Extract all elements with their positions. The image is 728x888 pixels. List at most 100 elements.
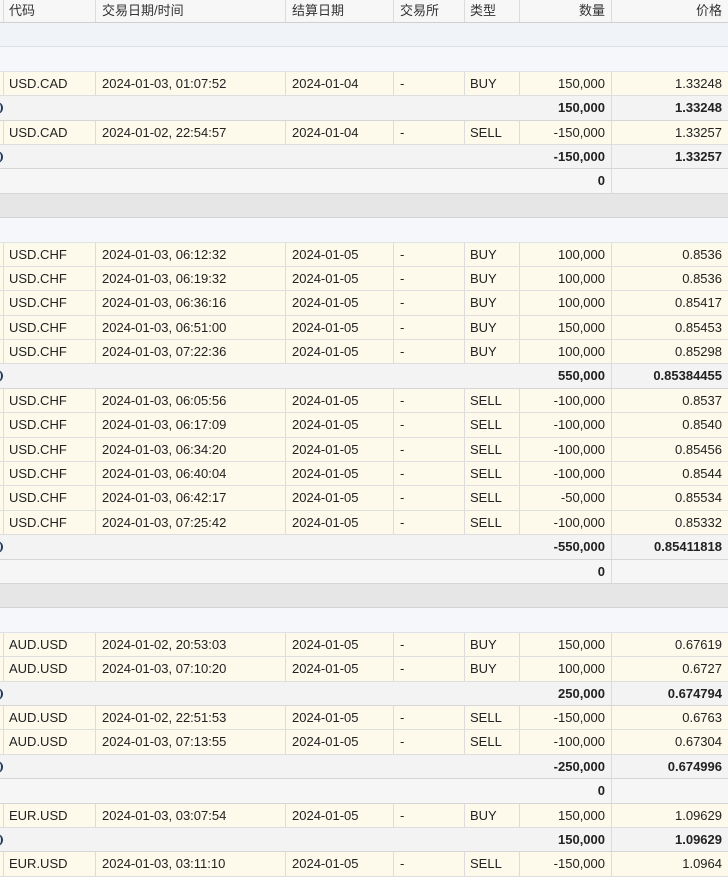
cell-price: 0.67304 [675,734,722,750]
cell-symbol: USD.CHF [4,340,96,364]
row-gutter [0,852,4,876]
total-spacer [465,560,520,583]
subtotal-price: 1.33257 [675,148,722,164]
column-header-trade-datetime[interactable]: 交易日期/时间 [96,0,286,22]
cell-trade-datetime: 2024-01-03, 06:51:00 [96,315,286,340]
subtotal-spacer [96,755,286,778]
cell-type: BUY [465,315,520,340]
cell-settle-date: 2024-01-05 [286,315,394,340]
cell-trade-datetime: 2024-01-03, 03:07:54 [96,803,286,827]
cell-price: 0.6763 [682,709,722,725]
cell-quantity: -100,000 [520,730,612,754]
subtotal-spacer [4,145,96,168]
group-header-row [0,193,728,219]
cell-symbol: USD.CHF [4,242,96,266]
table-row[interactable]: USD.CHF 2024-01-03, 06:34:20 2024-01-05- SE… [0,437,728,463]
table-row[interactable]: USD.CHF 2024-01-03, 07:22:36 2024-01-05- BU… [0,340,728,365]
net-price [612,779,728,802]
subtotal-price: 0.85411818 [654,539,722,555]
total-spacer [394,560,465,583]
column-header-settle-date[interactable]: 结算日期 [286,0,394,22]
table-row[interactable]: AUD.USD 2024-01-03, 07:10:20 2024-01-05- BU… [0,657,728,682]
cell-settle-date: 2024-01-05 [286,340,394,364]
cell-price: 0.85456 [675,441,722,457]
cell-quantity: 100,000 [520,291,612,315]
cell-exchange: - [394,730,465,754]
cell-price: 0.8536 [682,270,722,286]
table-row[interactable]: USD.CHF 2024-01-03, 06:12:32 2024-01-05- BU… [0,242,728,267]
cell-quantity: 150,000 [520,315,612,340]
table-row[interactable]: USD.CHF 2024-01-03, 06:42:17 2024-01-05- SE… [0,486,728,511]
cell-exchange: - [394,120,465,144]
table-row[interactable]: USD.CHF 2024-01-03, 06:19:32 2024-01-05- BU… [0,266,728,292]
row-gutter [0,242,4,266]
cell-settle-date: 2024-01-05 [286,510,394,535]
net-price [612,560,728,583]
cell-exchange: - [394,71,465,96]
total-spacer [286,779,394,802]
cell-type: BUY [465,71,520,96]
cell-exchange: - [394,242,465,266]
table-row[interactable]: AUD.USD 2024-01-02, 20:53:03 2024-01-05- BU… [0,632,728,658]
table-row[interactable]: USD.CHF 2024-01-03, 06:05:56 2024-01-05- SE… [0,388,728,414]
table-row[interactable]: EUR.USD 2024-01-03, 03:11:10 2024-01-05- SE… [0,852,728,877]
column-header-price[interactable]: 价格 [695,3,722,18]
cell-quantity: -100,000 [520,437,612,462]
cell-settle-date: 2024-01-05 [286,852,394,876]
cell-symbol: USD.CHF [4,510,96,535]
subtotal-row: 250,000 0.674794 [0,681,728,706]
column-header-quantity[interactable]: 数量 [520,0,612,22]
subtotal-spacer [96,828,286,851]
cell-trade-datetime: 2024-01-03, 06:12:32 [96,242,286,266]
subtotal-spacer [96,682,286,705]
cell-quantity: 150,000 [520,632,612,657]
cell-type: BUY [465,266,520,291]
subtotal-spacer [465,364,520,387]
subtotal-price: 1.33248 [675,100,722,116]
table-row[interactable]: USD.CHF 2024-01-03, 06:17:09 2024-01-05- SE… [0,413,728,438]
table-row[interactable]: AUD.USD 2024-01-03, 07:13:55 2024-01-05- SE… [0,730,728,755]
cell-type: SELL [465,413,520,437]
group-header-row [0,608,728,633]
subtotal-row: 150,000 1.09629 [0,827,728,853]
cell-trade-datetime: 2024-01-02, 22:51:53 [96,705,286,730]
cell-settle-date: 2024-01-05 [286,730,394,754]
table-row[interactable]: AUD.USD 2024-01-02, 22:51:53 2024-01-05- SE… [0,705,728,731]
total-spacer [465,169,520,192]
cell-settle-date: 2024-01-05 [286,705,394,730]
column-header-type[interactable]: 类型 [465,0,520,22]
column-header-symbol[interactable]: 代码 [4,0,96,22]
cell-type: BUY [465,632,520,657]
cell-price: 0.67619 [675,636,722,652]
cell-exchange: - [394,437,465,462]
net-price [612,169,728,192]
total-spacer [4,169,96,192]
table-row[interactable]: EUR.USD 2024-01-03, 03:07:54 2024-01-05- BU… [0,803,728,828]
total-spacer [4,560,96,583]
cell-symbol: AUD.USD [4,705,96,730]
table-row[interactable]: USD.CHF 2024-01-03, 06:51:00 2024-01-05- BU… [0,315,728,341]
cell-price: 1.09629 [675,807,722,823]
row-gutter [0,803,4,827]
table-row[interactable]: USD.CAD 2024-01-03, 01:07:52 2024-01-04- BU… [0,71,728,97]
subtotal-spacer [4,682,96,705]
total-spacer [4,779,96,802]
column-header-exchange[interactable]: 交易所 [394,0,465,22]
group-bracket-icon [0,755,4,778]
table-row[interactable]: USD.CAD 2024-01-02, 22:54:57 2024-01-04- SE… [0,120,728,145]
row-gutter [0,437,4,462]
cell-exchange: - [394,705,465,730]
cell-exchange: - [394,266,465,291]
bracket-icon [0,760,3,773]
cell-symbol: USD.CAD [4,71,96,96]
table-row[interactable]: USD.CHF 2024-01-03, 07:25:42 2024-01-05- SE… [0,510,728,536]
subtotal-spacer [394,145,465,168]
row-gutter [0,388,4,413]
table-row[interactable]: USD.CHF 2024-01-03, 06:36:16 2024-01-05- BU… [0,291,728,316]
table-row[interactable]: USD.CHF 2024-01-03, 06:40:04 2024-01-05- SE… [0,462,728,487]
subtotal-spacer [4,828,96,851]
cell-settle-date: 2024-01-05 [286,291,394,315]
cell-settle-date: 2024-01-05 [286,388,394,413]
cell-symbol: EUR.USD [4,803,96,827]
